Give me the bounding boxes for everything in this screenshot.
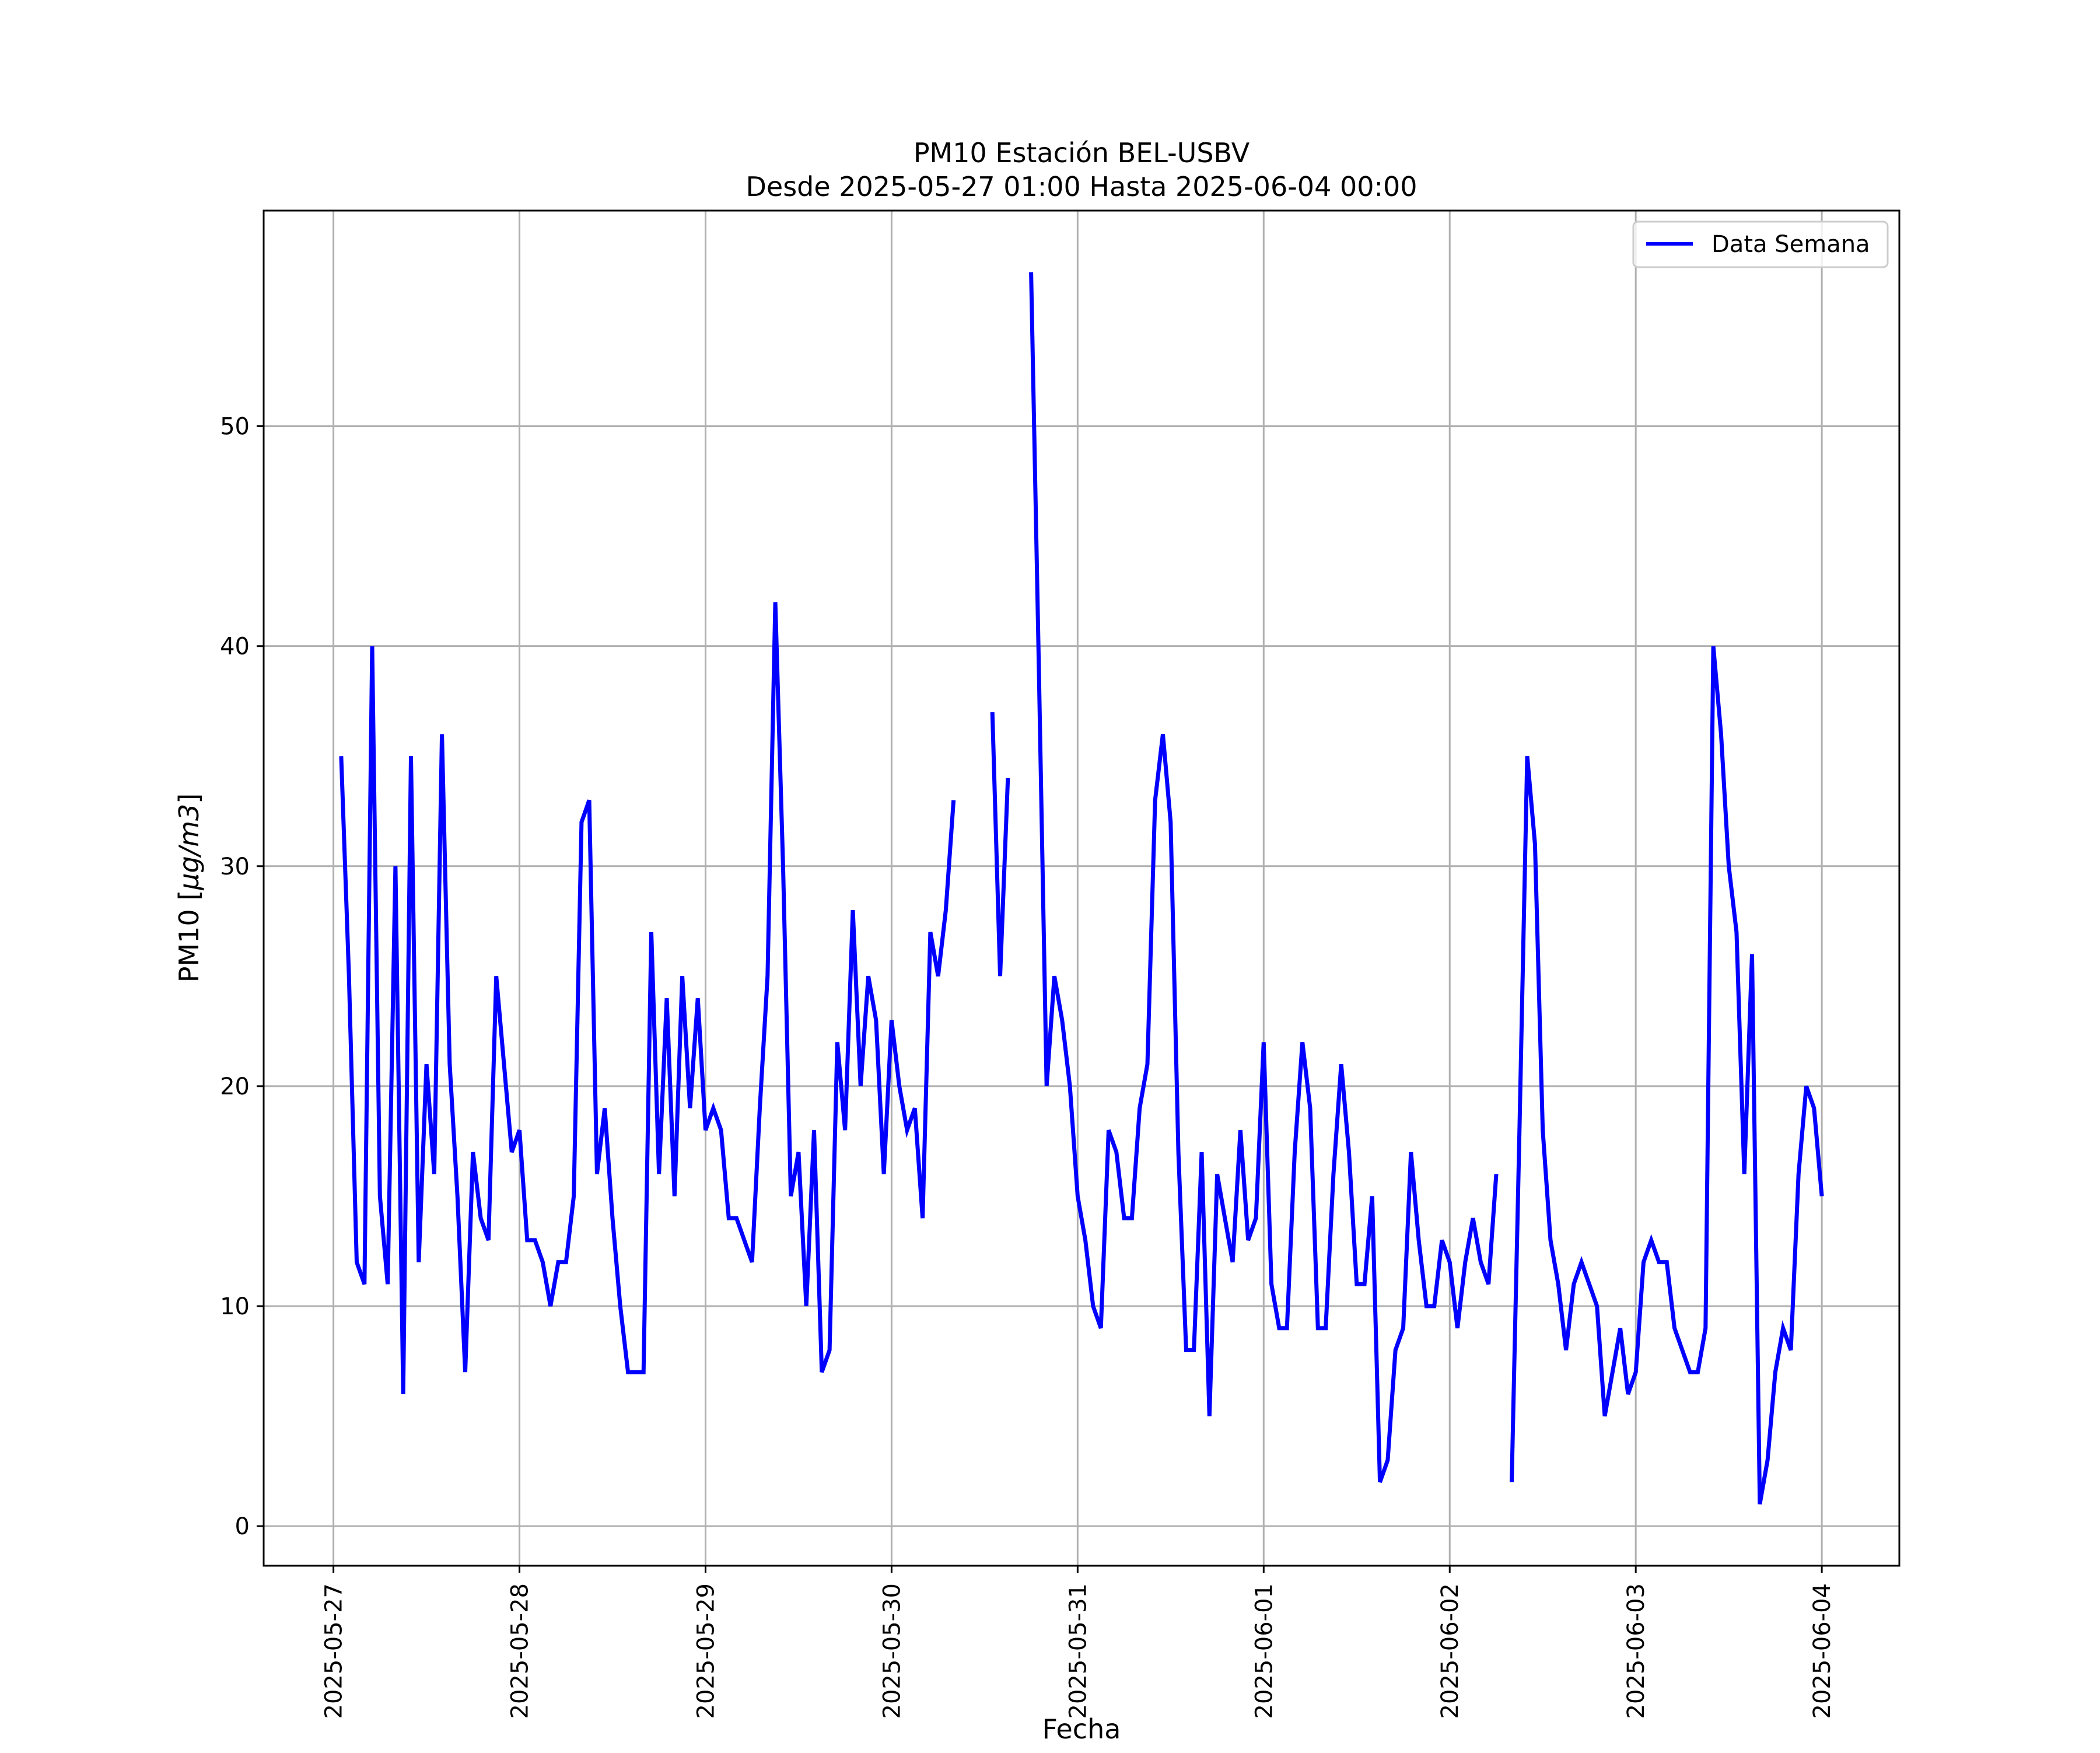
x-tick-label: 2025-06-01: [1251, 1583, 1278, 1719]
y-axis-label-unit: μg/m3: [173, 804, 205, 891]
y-tick-label: 50: [220, 414, 250, 440]
y-tick-label: 0: [235, 1513, 250, 1540]
grid: [264, 211, 1899, 1566]
x-tick-label: 2025-06-02: [1437, 1583, 1464, 1719]
x-tick-label: 2025-06-04: [1809, 1583, 1836, 1719]
series-line: [339, 272, 1824, 1505]
y-tick-label: 20: [220, 1073, 250, 1100]
x-tick-label: 2025-05-28: [507, 1583, 534, 1719]
y-axis-label-close: ]: [173, 793, 205, 804]
x-tick-label: 2025-06-03: [1623, 1583, 1650, 1719]
ticks: 2025-05-27 2025-05-28 2025-05-29 2025-05-30…: [220, 414, 1836, 1719]
y-axis-label: PM10 [μg/m3]: [173, 793, 205, 983]
x-tick-label: 2025-05-30: [878, 1583, 905, 1719]
x-axis-label: Fecha: [1042, 1713, 1121, 1745]
legend-label: Data Semana: [1712, 231, 1870, 258]
y-tick-label: 40: [220, 634, 250, 660]
legend: Data Semana: [1632, 221, 1889, 268]
y-tick-label: 30: [220, 853, 250, 880]
legend-box: [1632, 221, 1889, 268]
x-tick-label: 2025-05-27: [321, 1583, 348, 1719]
chart-title: PM10 Estación BEL-USBV: [914, 137, 1250, 169]
plot-frame: [262, 209, 1901, 1567]
y-axis-label-text: PM10 [: [173, 890, 205, 983]
x-tick-label: 2025-05-29: [692, 1583, 719, 1719]
series-layer: [339, 272, 1824, 1505]
chart-subtitle: Desde 2025-05-27 01:00 Hasta 2025-06-04 …: [746, 171, 1417, 202]
y-tick-label: 10: [220, 1293, 250, 1320]
x-tick-label: 2025-05-31: [1065, 1583, 1091, 1719]
